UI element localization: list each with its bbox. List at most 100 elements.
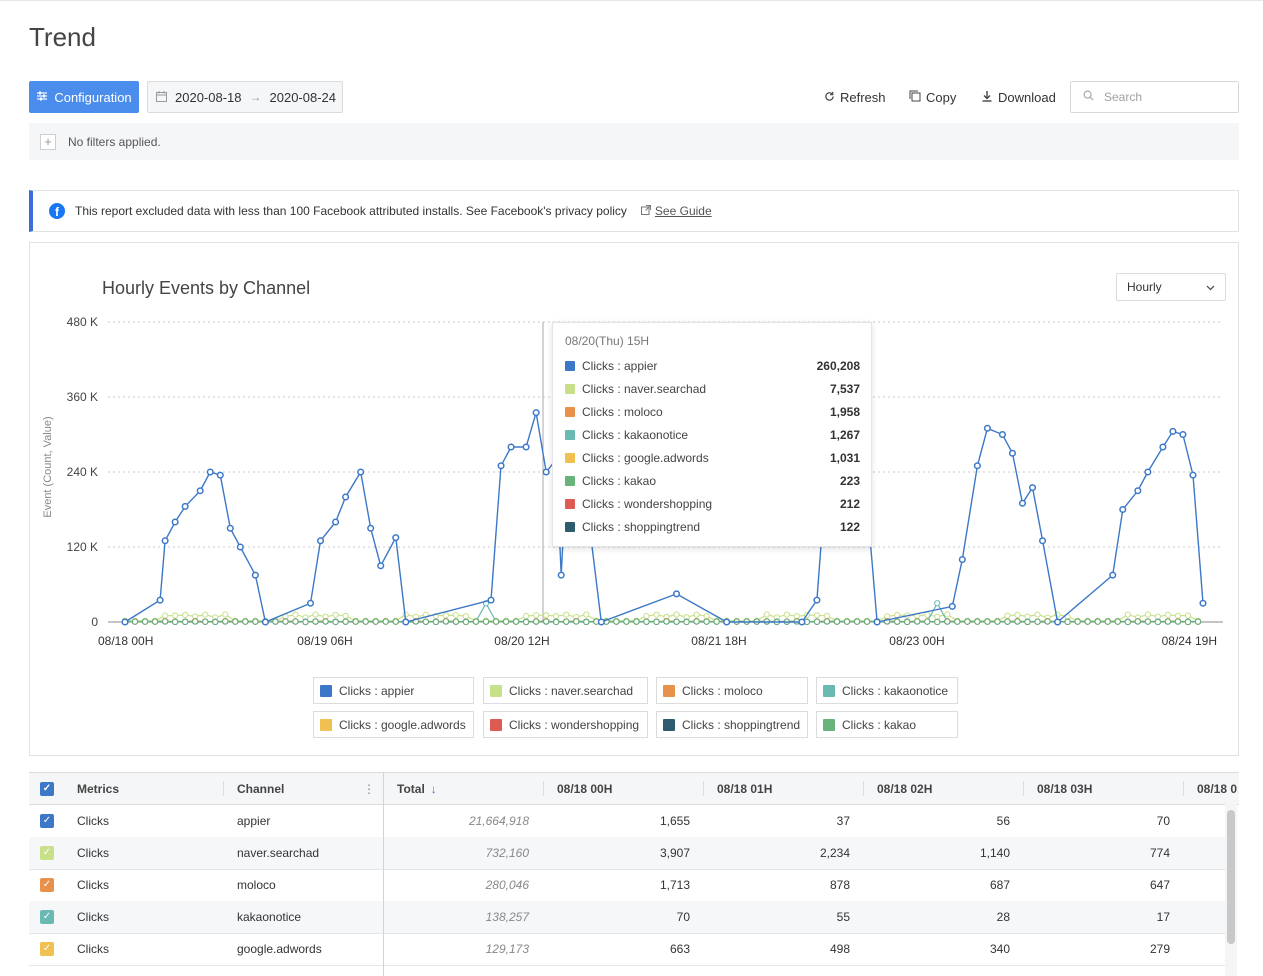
cell-total: 21,664,918 xyxy=(397,805,529,836)
table-header: ✓ Metrics Channel ⋮ Total ↓ 08/18 00H 08… xyxy=(29,773,1239,805)
series-point xyxy=(1105,619,1110,624)
arrow-right-icon: → xyxy=(250,90,262,104)
series-point xyxy=(654,612,659,617)
series-point xyxy=(714,619,719,624)
vertical-scrollbar[interactable] xyxy=(1225,804,1237,976)
series-point-appier xyxy=(950,604,956,610)
cell-h3: 774 xyxy=(1037,837,1170,868)
series-point xyxy=(814,613,819,618)
series-point xyxy=(544,613,549,618)
series-point xyxy=(193,619,198,624)
series-point-appier xyxy=(253,572,259,578)
legend-swatch xyxy=(320,685,332,697)
series-point xyxy=(293,619,298,624)
row-checkbox[interactable]: ✓ xyxy=(40,869,60,900)
header-metrics[interactable]: Metrics xyxy=(77,773,217,804)
y-tick-label: 0 xyxy=(91,615,98,629)
legend-item[interactable]: Clicks : shoppingtrend xyxy=(656,711,808,738)
legend-item[interactable]: Clicks : google.adwords xyxy=(313,711,474,738)
row-checkbox[interactable]: ✓ xyxy=(40,805,60,836)
series-point xyxy=(895,619,900,624)
tooltip-label: Clicks : google.adwords xyxy=(582,451,830,465)
search-input[interactable] xyxy=(1102,89,1226,105)
series-point xyxy=(233,619,238,624)
y-tick-label: 480 K xyxy=(67,315,98,329)
series-point-appier xyxy=(263,619,269,625)
series-point-appier xyxy=(333,519,339,525)
download-icon xyxy=(981,90,993,105)
series-point xyxy=(132,619,137,624)
cell-h1: 55 xyxy=(717,901,850,932)
legend-item[interactable]: Clicks : appier xyxy=(313,677,474,704)
series-point xyxy=(223,612,228,617)
series-point xyxy=(1155,619,1160,624)
row-checkbox[interactable]: ✓ xyxy=(40,933,60,964)
series-point xyxy=(965,619,970,624)
header-hour-2[interactable]: 08/18 02H xyxy=(877,773,1017,804)
cell-h0: 70 xyxy=(557,901,690,932)
header-total[interactable]: Total ↓ xyxy=(397,773,537,804)
series-point-appier xyxy=(207,469,213,475)
scrollbar-thumb[interactable] xyxy=(1227,810,1235,944)
cell-channel: naver.searchad xyxy=(237,837,377,868)
tooltip-label: Clicks : shoppingtrend xyxy=(582,520,840,534)
legend-item[interactable]: Clicks : naver.searchad xyxy=(483,677,648,704)
series-point xyxy=(654,619,659,624)
column-menu-icon[interactable]: ⋮ xyxy=(363,773,375,804)
series-point xyxy=(493,619,498,624)
legend-swatch xyxy=(663,685,675,697)
cell-total: 129,173 xyxy=(397,933,529,964)
header-channel[interactable]: Channel xyxy=(237,773,357,804)
download-button[interactable]: Download xyxy=(981,81,1056,113)
header-hour-0[interactable]: 08/18 00H xyxy=(557,773,697,804)
see-guide-link[interactable]: See Guide xyxy=(641,204,712,218)
series-point xyxy=(453,619,458,624)
chart-title: Hourly Events by Channel xyxy=(102,278,310,299)
series-point xyxy=(644,613,649,618)
legend-item[interactable]: Clicks : kakaonotice xyxy=(816,677,958,704)
series-point xyxy=(534,619,539,624)
series-point xyxy=(293,612,298,617)
series-point xyxy=(844,619,849,624)
legend-item[interactable]: Clicks : moloco xyxy=(656,677,808,704)
granularity-select[interactable]: Hourly xyxy=(1116,273,1226,301)
cell-h3: 279 xyxy=(1037,933,1170,964)
header-hour-4[interactable]: 08/18 0 xyxy=(1197,773,1239,804)
header-hour-3[interactable]: 08/18 03H xyxy=(1037,773,1177,804)
series-point-appier xyxy=(1010,450,1016,456)
configuration-button[interactable]: Configuration xyxy=(29,81,139,113)
copy-button[interactable]: Copy xyxy=(909,81,956,113)
series-point-appier xyxy=(1020,500,1026,506)
row-checkbox[interactable]: ✓ xyxy=(40,901,60,932)
series-point xyxy=(1095,619,1100,624)
legend-item[interactable]: Clicks : wondershopping xyxy=(483,711,648,738)
series-point-appier xyxy=(172,519,178,525)
copy-label: Copy xyxy=(926,90,956,105)
legend-item[interactable]: Clicks : kakao xyxy=(816,711,958,738)
refresh-button[interactable]: Refresh xyxy=(824,81,886,113)
series-point-appier xyxy=(498,463,504,469)
search-box[interactable] xyxy=(1070,81,1239,113)
tooltip-swatch xyxy=(565,522,575,532)
data-table: ✓ Metrics Channel ⋮ Total ↓ 08/18 00H 08… xyxy=(29,772,1239,976)
calendar-icon xyxy=(156,90,167,105)
cell-h3: 70 xyxy=(1037,805,1170,836)
series-point xyxy=(935,601,940,606)
date-range-picker[interactable]: 2020-08-18 → 2020-08-24 xyxy=(147,81,343,113)
add-filter-button[interactable]: + xyxy=(40,134,56,150)
cell-h2: 28 xyxy=(877,901,1010,932)
series-point xyxy=(915,619,920,624)
header-hour-1[interactable]: 08/18 01H xyxy=(717,773,857,804)
row-checkbox[interactable]: ✓ xyxy=(40,837,60,868)
notice-text: This report excluded data with less than… xyxy=(75,204,627,218)
select-all-checkbox[interactable]: ✓ xyxy=(40,773,60,804)
series-point-appier xyxy=(227,525,233,531)
series-point-appier xyxy=(523,444,529,450)
legend-label: Clicks : naver.searchad xyxy=(509,684,633,698)
